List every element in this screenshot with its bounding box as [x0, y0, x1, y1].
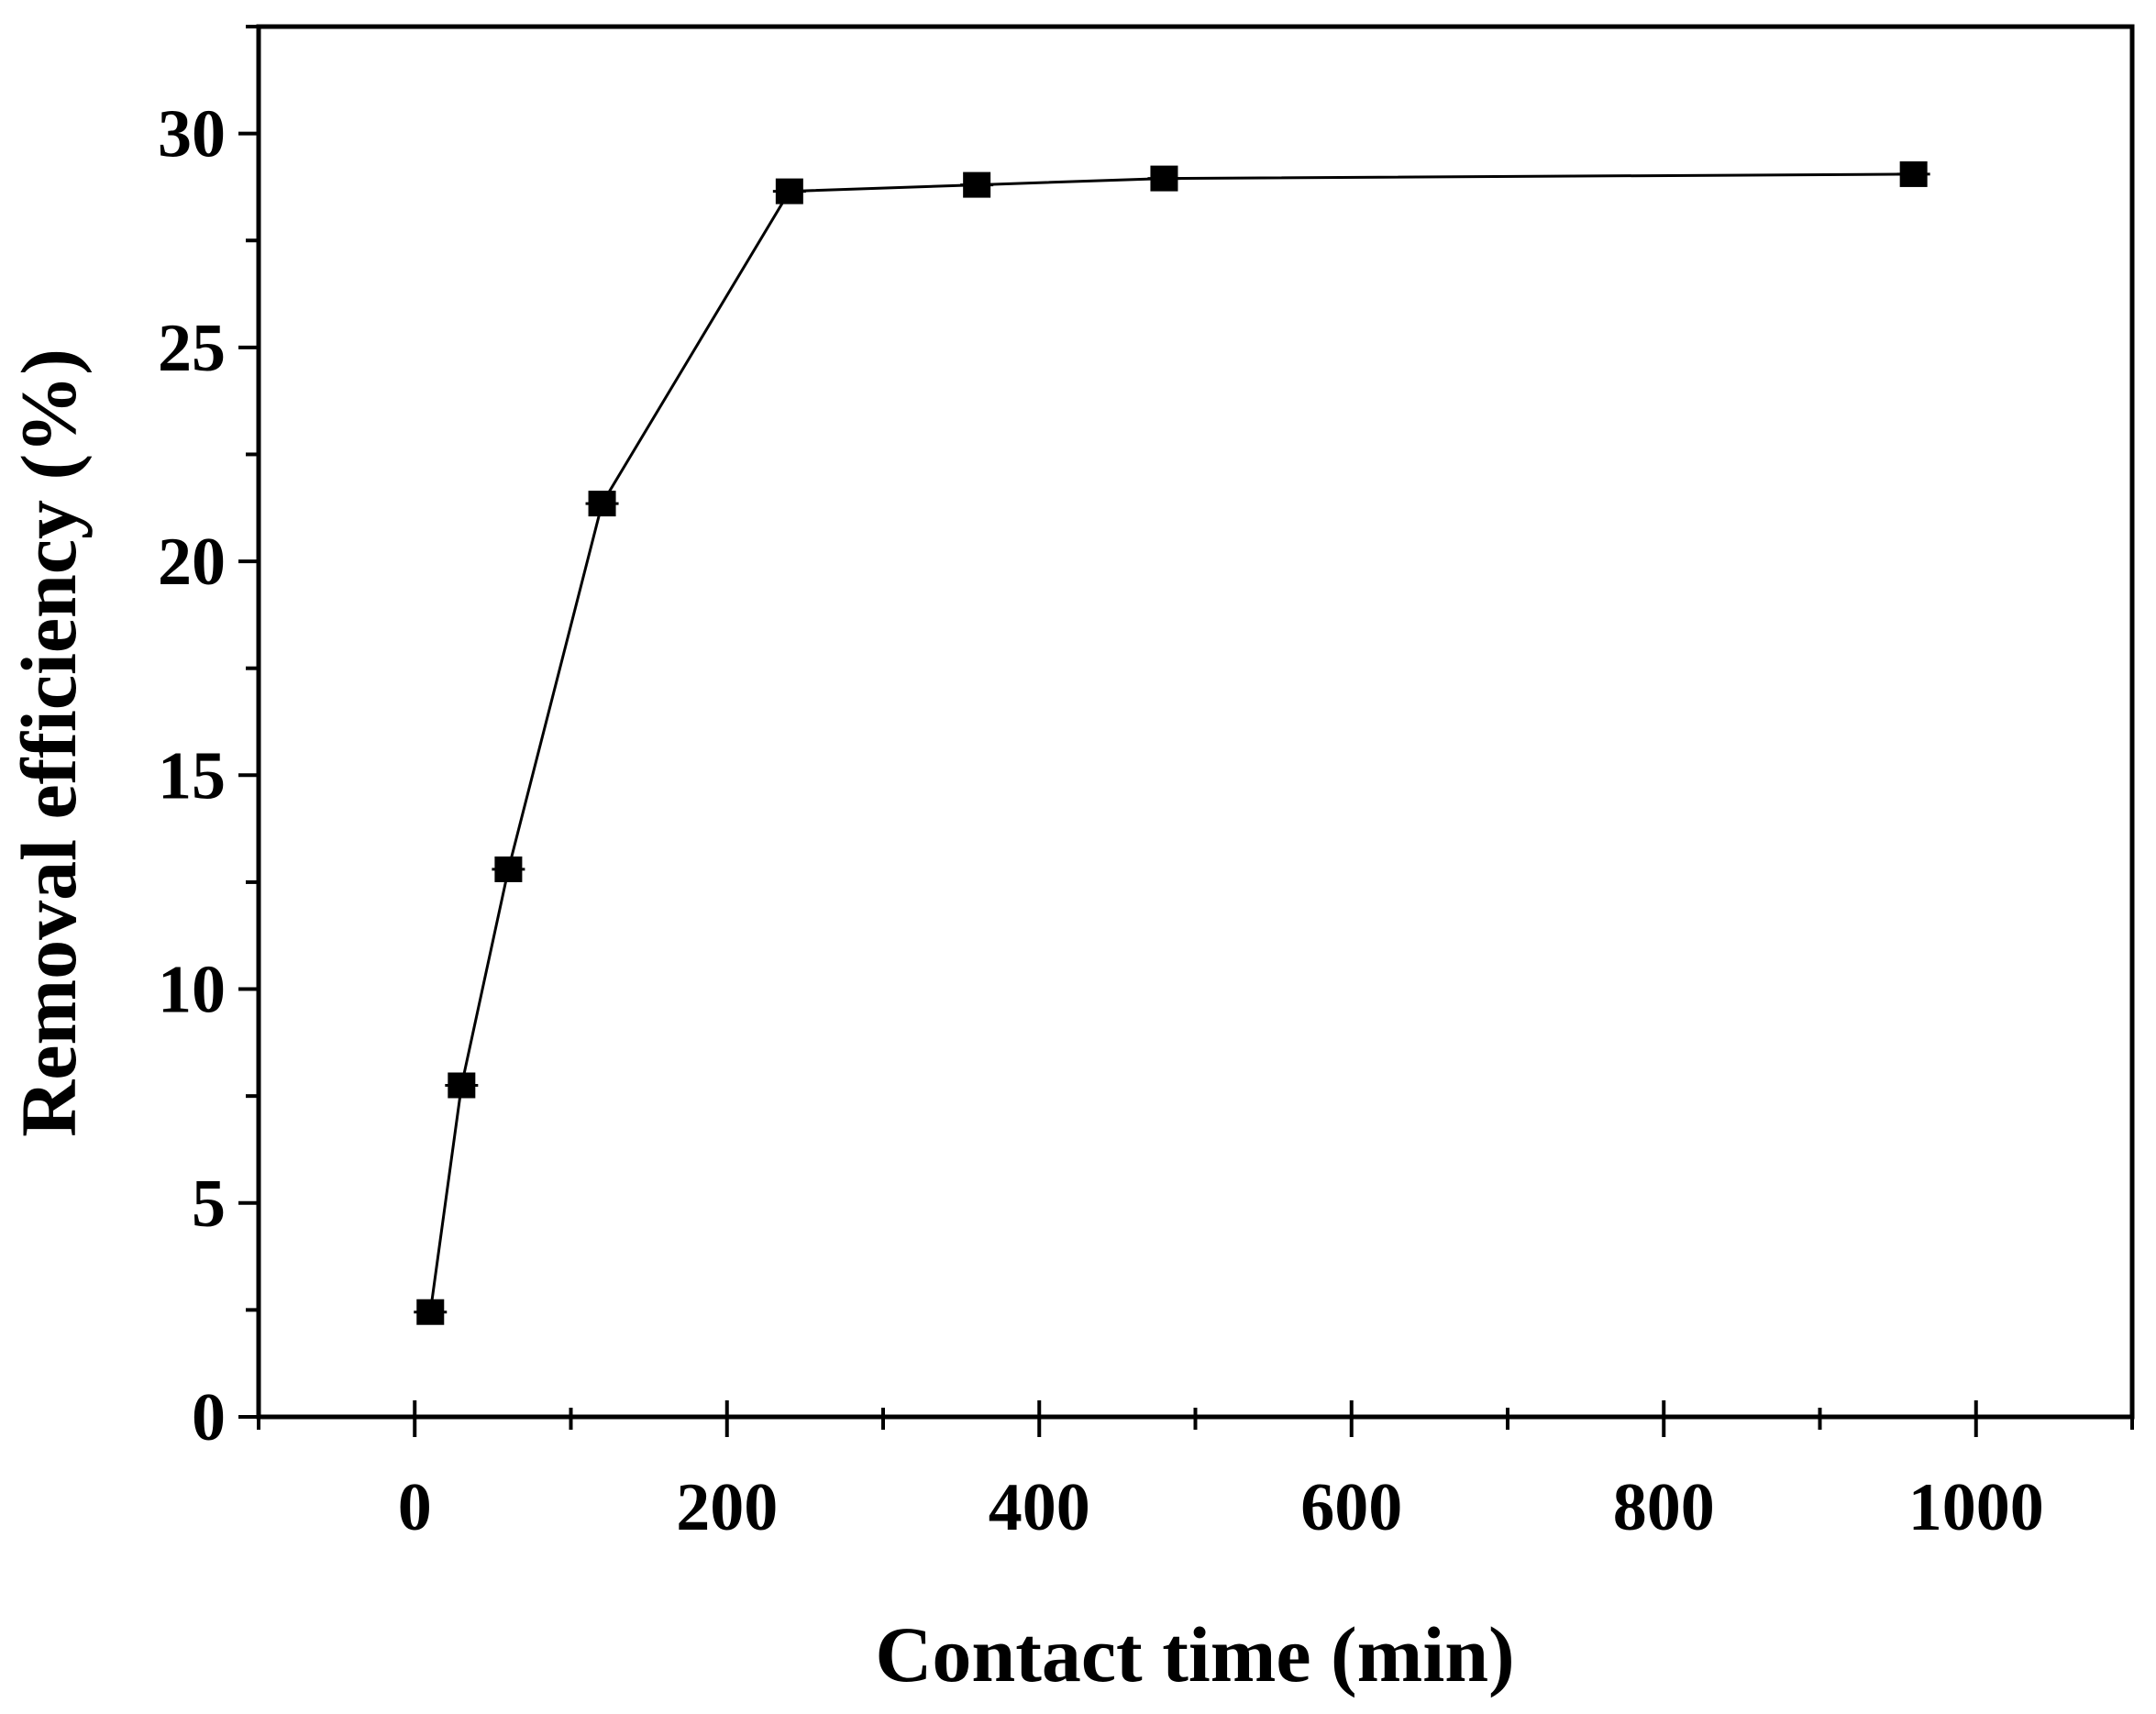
- y-tick-label: 30: [158, 97, 226, 172]
- data-point: [416, 1299, 445, 1325]
- x-tick-label: 200: [676, 1470, 778, 1545]
- data-point: [775, 178, 803, 205]
- tick-labels: 0 200 400 600 800 1000 0 5 10 15 20 25 30: [158, 97, 2044, 1545]
- x-axis-title: Contact time (min): [875, 1610, 1514, 1698]
- data-point: [1150, 165, 1178, 192]
- plot-frame: [256, 24, 2135, 1420]
- data-point: [494, 856, 523, 882]
- data-point: [448, 1072, 476, 1099]
- y-tick-label: 5: [192, 1167, 226, 1242]
- data-point: [963, 171, 991, 198]
- data-point: [1899, 160, 1928, 187]
- data-point: [588, 491, 616, 517]
- x-tick-label: 400: [989, 1470, 1090, 1545]
- x-tick-label: 1000: [1908, 1470, 2044, 1545]
- y-tick-label: 20: [158, 525, 226, 600]
- y-tick-label: 25: [158, 311, 226, 386]
- x-tick-label: 0: [398, 1470, 432, 1545]
- y-tick-label: 0: [192, 1380, 226, 1455]
- x-tick-label: 600: [1300, 1470, 1402, 1545]
- y-tick-label: 15: [158, 738, 226, 813]
- axis-ticks: [238, 25, 2134, 1437]
- series-markers: [414, 160, 1930, 1325]
- y-axis-title: Removal efficiency (%): [5, 348, 93, 1137]
- x-tick-label: 800: [1613, 1470, 1715, 1545]
- y-tick-label: 10: [158, 953, 226, 1028]
- series-line: [428, 172, 1914, 1312]
